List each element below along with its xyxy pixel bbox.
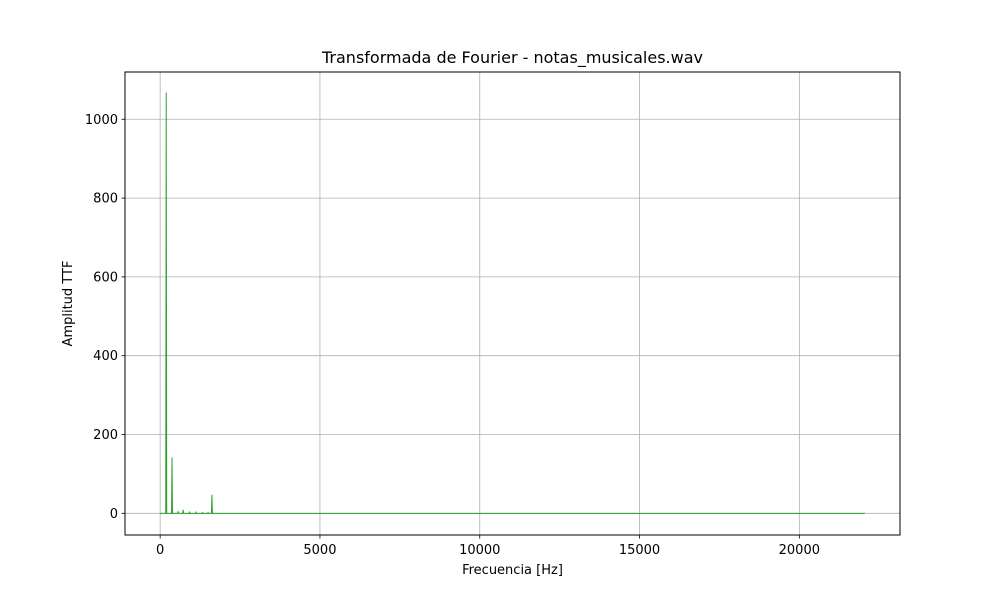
x-tick-label: 20000 — [779, 543, 820, 558]
x-tick-label: 10000 — [459, 543, 500, 558]
x-tick-label: 0 — [156, 543, 164, 558]
y-axis-ticks: 0 200 400 600 800 1000 — [85, 113, 125, 522]
y-tick-label: 800 — [93, 192, 118, 207]
grid-lines — [125, 72, 900, 535]
x-tick-label: 15000 — [619, 543, 660, 558]
fft-series-line — [160, 92, 865, 514]
x-axis-label: Frecuencia [Hz] — [462, 563, 563, 578]
series-layer — [160, 92, 865, 514]
y-tick-label: 0 — [110, 507, 118, 522]
y-tick-label: 200 — [93, 428, 118, 443]
y-tick-label: 400 — [93, 349, 118, 364]
plot-frame — [124, 71, 901, 536]
chart-title: Transformada de Fourier - notas_musicale… — [321, 48, 703, 68]
y-axis-label: Amplitud TTF — [61, 261, 76, 347]
x-axis-ticks: 0 5000 10000 15000 20000 — [156, 535, 820, 558]
y-tick-label: 1000 — [85, 113, 118, 128]
y-tick-label: 600 — [93, 270, 118, 285]
x-tick-label: 5000 — [303, 543, 336, 558]
